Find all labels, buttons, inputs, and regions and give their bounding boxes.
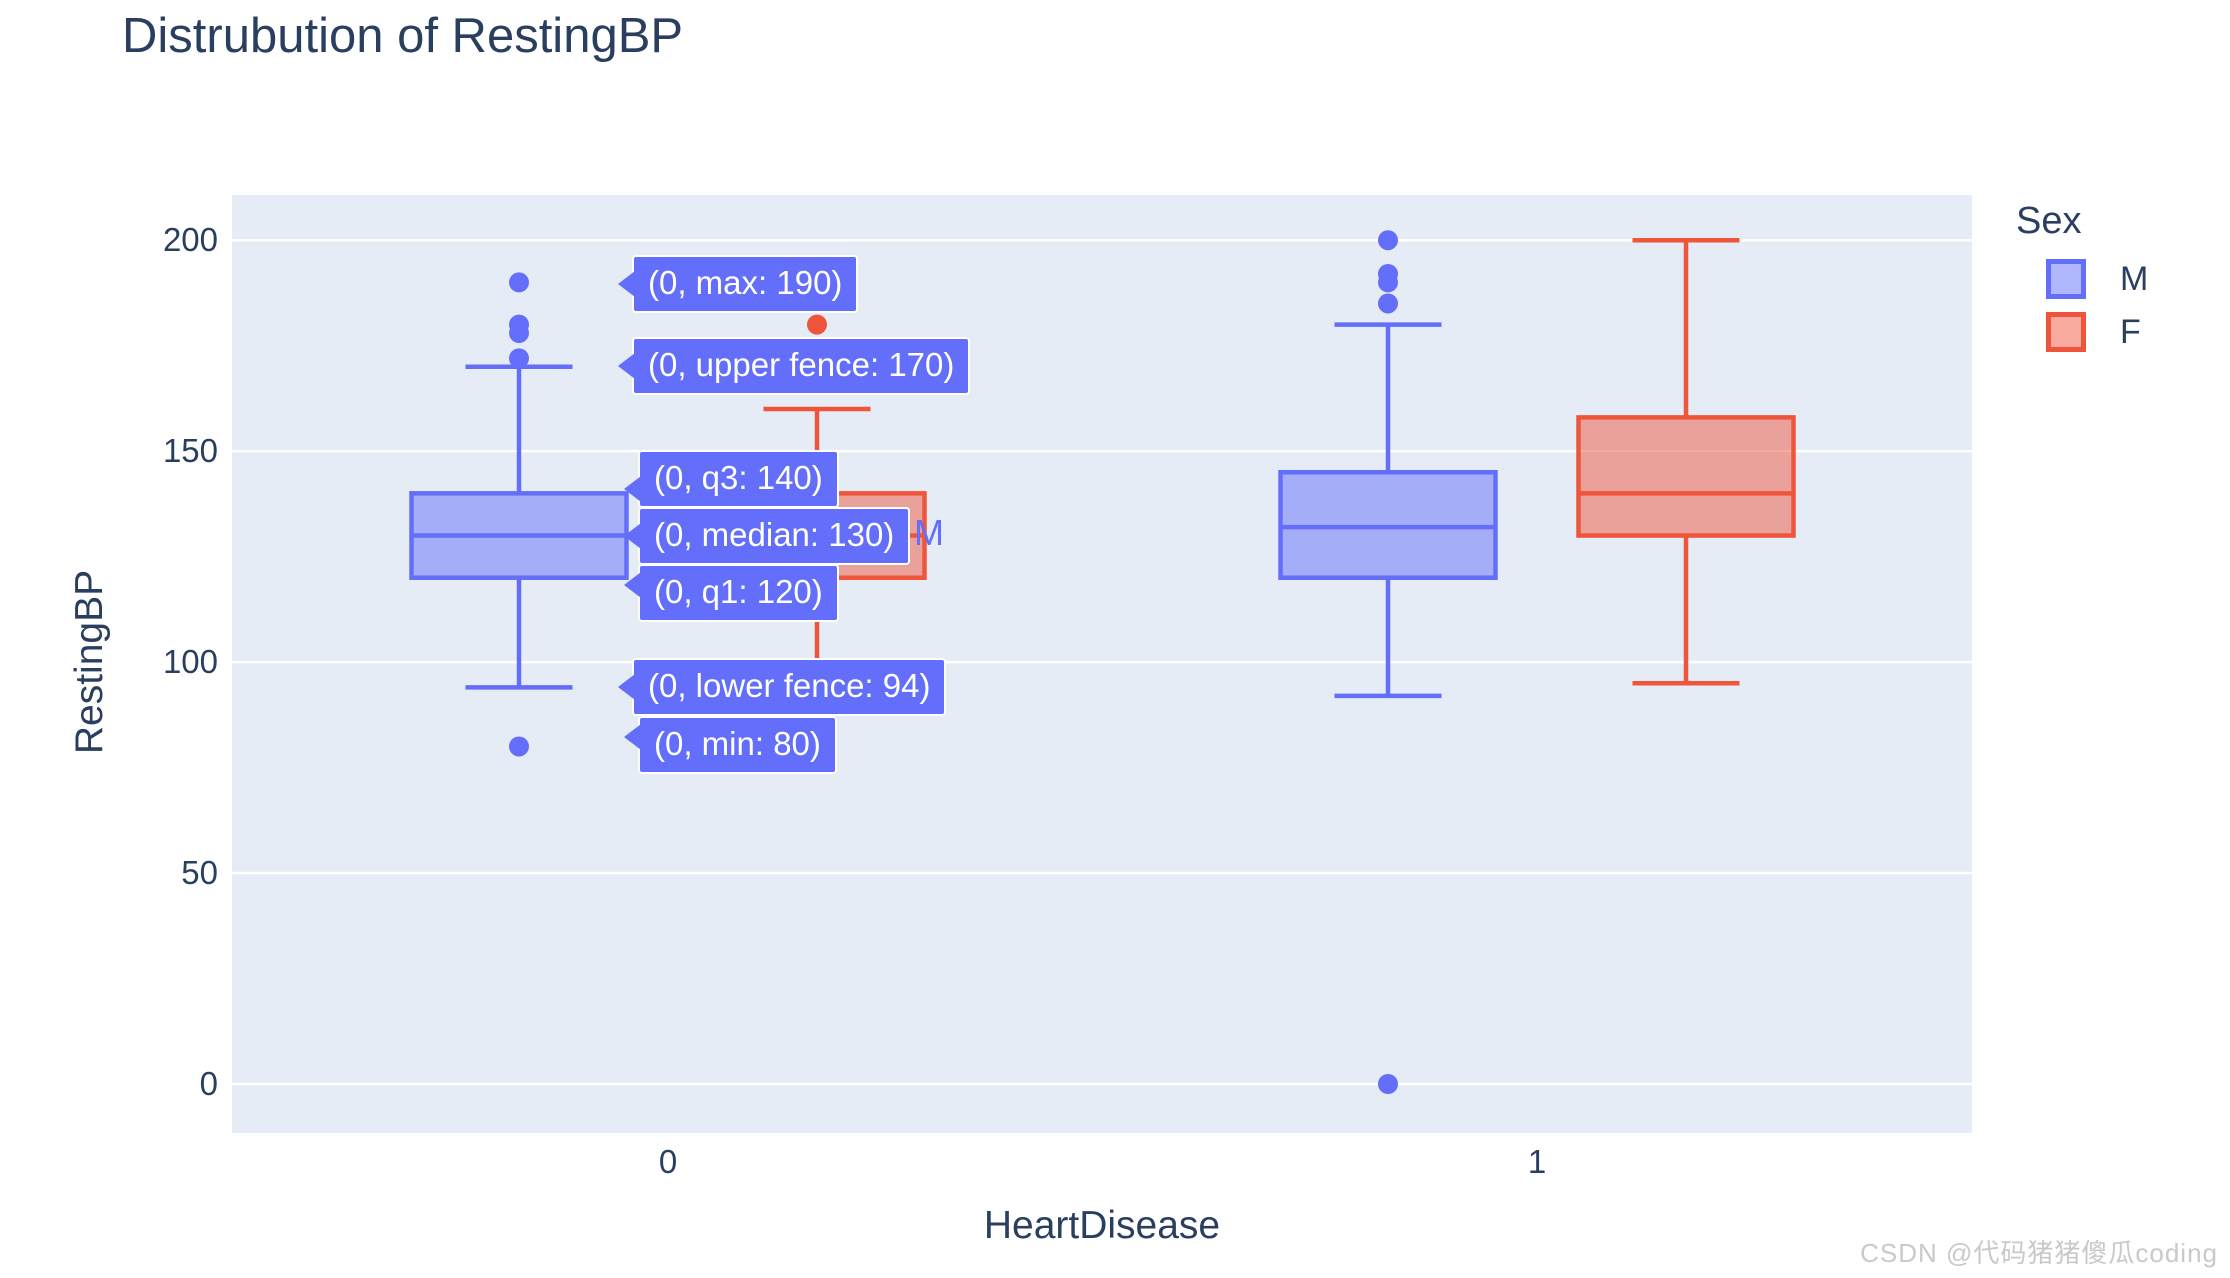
male-swatch-icon bbox=[2046, 259, 2086, 299]
page-title: Distrubution of RestingBP bbox=[122, 9, 684, 63]
outlier-point[interactable] bbox=[1378, 293, 1398, 314]
legend-label-f: F bbox=[2120, 312, 2141, 351]
y-tick-0: 0 bbox=[199, 1065, 218, 1102]
x-tick-0: 0 bbox=[658, 1143, 678, 1180]
y-axis-title: RestingBP bbox=[68, 569, 111, 755]
plot-area[interactable] bbox=[232, 195, 1972, 1133]
box-F-hd1[interactable] bbox=[1576, 237, 1796, 686]
y-tick-200: 200 bbox=[162, 221, 218, 258]
legend-item-f[interactable]: F bbox=[2046, 312, 2148, 352]
iqr-box[interactable] bbox=[1576, 415, 1796, 538]
hover-trace-name: M bbox=[914, 512, 944, 553]
female-swatch-icon bbox=[2046, 312, 2086, 352]
box-M-hd1[interactable] bbox=[1278, 230, 1498, 1094]
y-tick-50: 50 bbox=[181, 854, 218, 891]
x-tick-1: 1 bbox=[1527, 1143, 1547, 1180]
outlier-point[interactable] bbox=[509, 272, 529, 293]
outlier-point[interactable] bbox=[509, 736, 529, 757]
hover-label-q1: (0, q1: 120) bbox=[624, 564, 839, 622]
outlier-point[interactable] bbox=[1378, 272, 1398, 293]
legend: Sex M F bbox=[2016, 200, 2148, 352]
outlier-point[interactable] bbox=[509, 348, 529, 369]
y-tick-100: 100 bbox=[162, 643, 218, 680]
legend-label-m: M bbox=[2120, 259, 2149, 298]
hover-label-lower-fence: (0, lower fence: 94) bbox=[632, 658, 947, 716]
hover-label-upper-fence: (0, upper fence: 170) bbox=[632, 337, 971, 395]
x-axis-title: HeartDisease bbox=[983, 1204, 1221, 1247]
outlier-point[interactable] bbox=[1378, 1074, 1398, 1094]
hover-label-q3: (0, q3: 140) bbox=[624, 450, 839, 508]
outlier-point[interactable] bbox=[1378, 230, 1398, 251]
hover-label-max: (0, max: 190) bbox=[632, 255, 859, 313]
y-tick-150: 150 bbox=[162, 432, 218, 469]
watermark: CSDN @代码猪猪傻瓜coding bbox=[1860, 1238, 2218, 1268]
hover-label-min: (0, min: 80) bbox=[624, 716, 837, 774]
outlier-point[interactable] bbox=[807, 314, 827, 335]
legend-item-m[interactable]: M bbox=[2046, 259, 2148, 299]
outlier-point[interactable] bbox=[509, 323, 529, 344]
legend-title: Sex bbox=[2016, 200, 2082, 242]
hover-label-median: (0, median: 130) bbox=[638, 507, 911, 565]
